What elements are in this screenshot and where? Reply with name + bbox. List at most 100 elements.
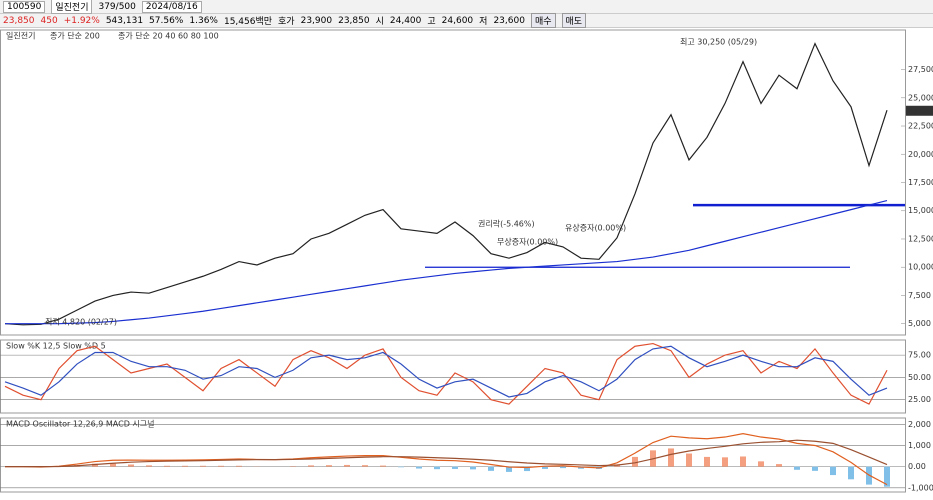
stock-code[interactable]: 100590 [3,0,46,13]
y-tick-label: 50.00 [908,373,931,382]
oscillator-bar [488,466,494,471]
quote-item: 고 [427,17,436,27]
oscillator-bar [326,465,332,467]
y-tick-label: 22,500 [908,122,933,131]
y-tick-label: 75.00 [908,351,931,360]
oscillator-bar [92,463,98,467]
series-line [5,433,888,486]
annotation: 유상증자(0.00%) [565,223,626,233]
y-tick-label: 15,000 [908,206,933,215]
panel-frame [0,417,906,493]
oscillator-bar [344,464,350,467]
price-tag-label: 23,850 [907,106,933,115]
y-tick-label: 0.00 [908,462,926,471]
oscillator-bar [812,466,818,471]
panel-title: MACD Oscillator 12,26,9 MACD 시그널 [6,420,155,429]
oscillator-bar [470,466,476,470]
y-tick-label: -1,000 [908,483,933,492]
oscillator-bar [884,466,890,487]
quote-item: 1.36% [189,15,218,26]
y-tick-label: 17,500 [908,178,933,187]
oscillator-bar [128,464,134,467]
oscillator-bar [668,448,674,467]
quote-item: 15,456백만 [223,17,273,27]
quote-item: 23,600 [493,15,525,26]
panel-title: Slow %K 12,5 Slow %D 5 [6,342,106,351]
oscillator-bar [830,466,836,476]
oscillator-bar [740,456,746,467]
stock-name[interactable]: 일진전기 [51,0,93,14]
annotation: 무상증자(0.00%) [497,237,558,247]
oscillator-bar [110,463,116,467]
oscillator-bar [704,456,710,467]
oscillator-bar [182,465,188,467]
y-tick-label: 7,500 [908,291,931,300]
oscillator-bar [776,464,782,467]
oscillator-bar [560,466,566,469]
y-tick-label: 10,000 [908,263,933,272]
oscillator-bar [200,465,206,467]
count: 379/500 [98,1,136,12]
chart: 5,000 7,500 10,000 12,500 15,000 17,500 20,000… [0,29,933,493]
quote-item: 23,900 [300,15,333,26]
panel-frame [0,29,906,336]
annotation: 권리락(-5.46%) [478,219,535,229]
oscillator-bar [362,465,368,467]
series-line [4,345,888,398]
quote-item: 시 [375,17,384,27]
oscillator-bar [416,466,422,469]
quote-bar: 23,850 450 +1.92% 543,131 57.56% 1.36% 15,456백… [0,13,933,28]
annotation: 최저 4,820 (02/27) [45,317,117,327]
legend-entry: 종가 단순 200 [50,31,100,41]
y-tick-label: 27,500 [908,65,933,74]
series-line [5,439,888,468]
legend-entry: 종가 단순 20 40 60 80 100 [118,31,219,41]
y-tick-label: 1,000 [908,441,931,450]
quote-item: 24,400 [389,15,422,26]
oscillator-bar [452,466,458,469]
y-tick-label: 20,000 [908,150,933,159]
series-line [4,42,888,326]
oscillator-bar [506,466,512,472]
y-tick-label: 5,000 [908,319,931,328]
quote-item: 24,600 [441,15,474,26]
panel-title: 일진전기 [6,31,35,41]
oscillator-bar [632,456,638,467]
annotation: 최고 30,250 (05/29) [680,37,757,47]
oscillator-bar [434,466,440,470]
oscillator-bar [218,465,224,467]
oscillator-bar [380,465,386,467]
oscillator-bar [686,453,692,467]
quote-item: +1.92% [63,15,100,26]
toolbar: 100590 일진전기 379/500 2024/08/16 [0,0,933,14]
y-tick-label: 2,000 [908,420,931,429]
quote-item: 호가 [278,17,295,27]
quote-item: 543,131 [105,15,144,26]
date[interactable]: 2024/08/16 [141,0,202,13]
y-tick-label: 25.00 [908,395,931,404]
quote-item: 450 [40,15,58,26]
oscillator-bar [722,457,728,467]
quote-item: 저 [479,17,488,27]
oscillator-bar [398,466,404,468]
price-tag [906,105,933,116]
quote-item: 23,850 [338,15,370,26]
oscillator-bar [308,465,314,467]
quote-item: 23,850 [3,15,35,26]
oscillator-bar [848,466,854,480]
y-tick-label: 12,500 [908,234,933,243]
quote-item: 57.56% [149,15,184,26]
oscillator-bar [164,465,170,467]
y-tick-label: 25,000 [908,93,933,102]
oscillator-bar [542,466,548,469]
oscillator-bar [578,466,584,469]
oscillator-bar [524,466,530,472]
oscillator-bar [794,466,800,470]
quote-item[interactable]: 매수 [530,13,556,28]
oscillator-bar [236,465,242,467]
oscillator-bar [758,461,764,467]
oscillator-bar [146,465,152,467]
series-line [4,342,888,405]
quote-item[interactable]: 매도 [561,13,587,28]
